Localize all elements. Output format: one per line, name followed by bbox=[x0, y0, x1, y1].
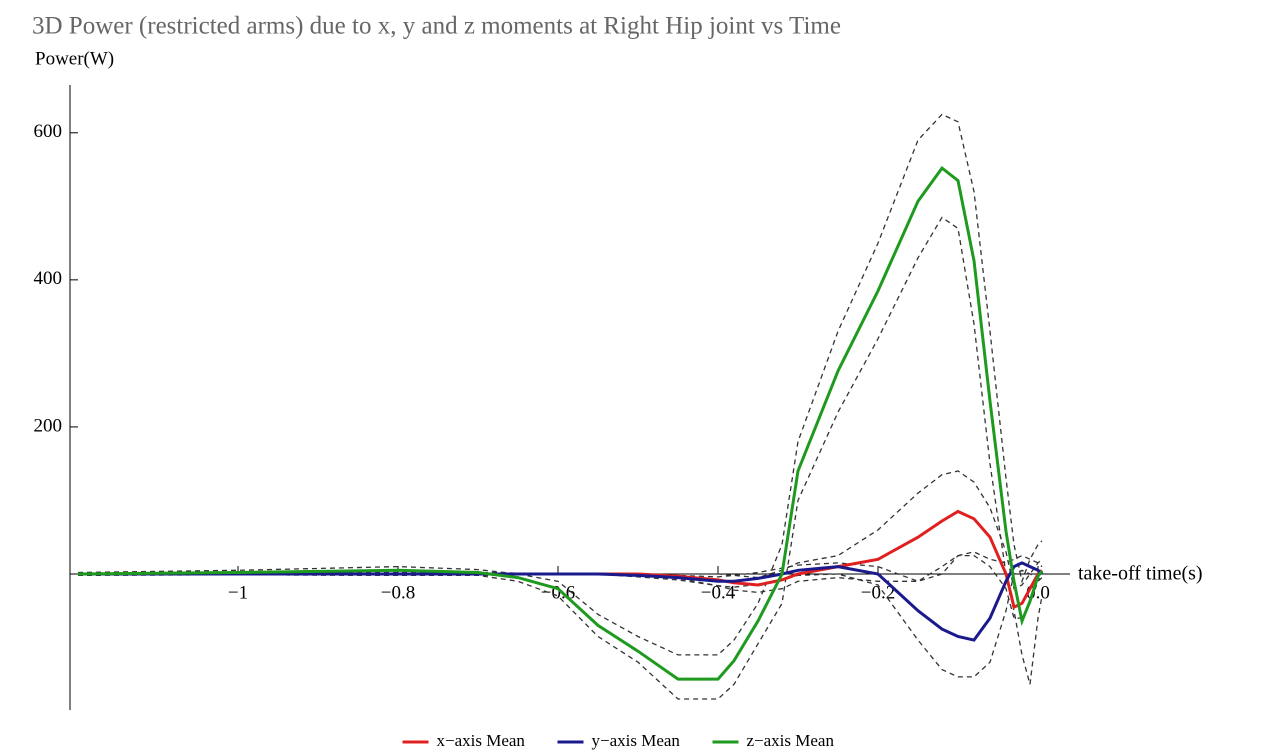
y-tick-label: 200 bbox=[34, 415, 63, 436]
mean-line bbox=[77, 165, 1044, 681]
y-tick-label: 400 bbox=[34, 268, 63, 289]
band-line bbox=[77, 551, 1043, 583]
y-axis-label: Power(W) bbox=[35, 48, 114, 69]
legend-label: x−axis Mean bbox=[437, 731, 526, 750]
legend-label: z−axis Mean bbox=[747, 731, 835, 750]
legend-label: y−axis Mean bbox=[592, 731, 681, 750]
band-line bbox=[77, 216, 1043, 700]
chart-title: 3D Power (restricted arms) due to x, y a… bbox=[32, 13, 841, 40]
x-tick-label: −0.2 bbox=[861, 582, 895, 603]
y-tick-label: 600 bbox=[34, 121, 63, 142]
x-axis-label: take-off time(s) bbox=[1078, 563, 1203, 585]
x-tick-label: −0.8 bbox=[381, 582, 415, 603]
band-line bbox=[77, 113, 1043, 656]
x-tick-label: −1 bbox=[228, 582, 248, 603]
